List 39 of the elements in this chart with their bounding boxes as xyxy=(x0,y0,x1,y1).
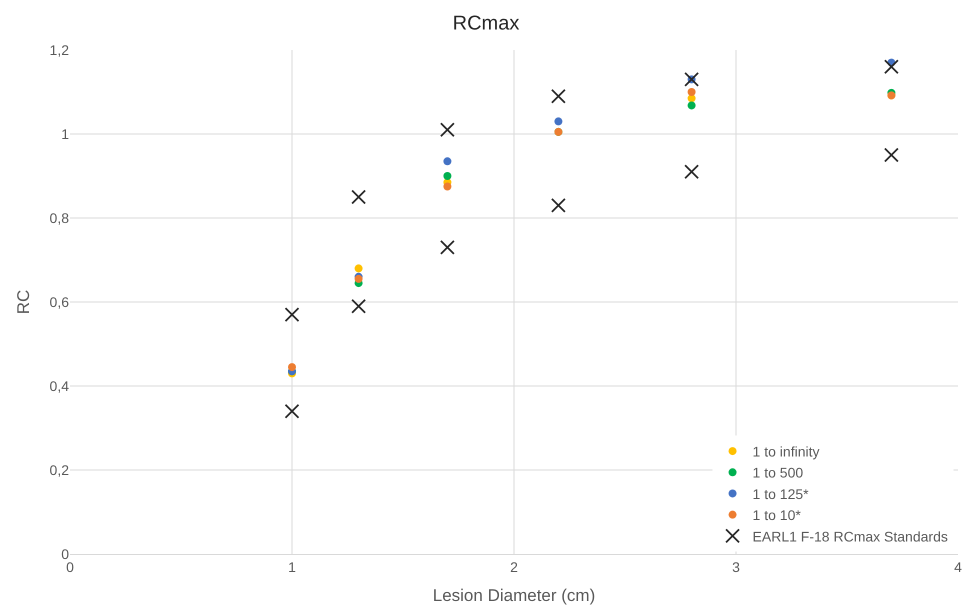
y-tick-label: 1,2 xyxy=(50,42,70,58)
point xyxy=(440,240,455,255)
point xyxy=(551,198,566,213)
x-tick-label: 1 xyxy=(288,558,296,575)
x-axis-title: Lesion Diameter (cm) xyxy=(432,586,596,606)
point xyxy=(684,164,699,180)
point xyxy=(443,182,452,190)
y-tick-label: 0,2 xyxy=(50,462,70,478)
point xyxy=(440,122,455,138)
legend-label: EARL1 F-18 RCmax Standards xyxy=(752,528,948,544)
y-tick-label: 1 xyxy=(61,126,70,142)
legend-label: 1 to 125* xyxy=(752,486,810,502)
point xyxy=(551,88,566,104)
y-tick-label: 0,8 xyxy=(50,210,70,226)
y-tick-label: 0 xyxy=(61,546,70,562)
y-tick-label: 0,4 xyxy=(50,378,70,394)
x-tick-label: 4 xyxy=(954,558,962,575)
legend-label: 1 to 500 xyxy=(752,464,804,481)
point xyxy=(884,59,899,74)
legend-label: 1 to 10* xyxy=(752,507,802,524)
chart-title: RCmax xyxy=(452,12,520,34)
x-tick-label: 3 xyxy=(732,558,740,575)
point xyxy=(284,404,300,419)
point xyxy=(443,172,452,180)
point xyxy=(554,117,562,126)
point xyxy=(684,72,699,87)
point xyxy=(884,148,899,162)
point xyxy=(688,101,696,110)
point xyxy=(443,157,452,166)
point xyxy=(688,88,696,96)
point xyxy=(351,298,366,314)
y-axis-title: RC xyxy=(14,290,34,314)
x-tick-label: 2 xyxy=(510,558,518,575)
point xyxy=(284,307,300,322)
y-tick-label: 0,6 xyxy=(50,294,70,310)
point xyxy=(354,264,363,272)
legend-label: 1 to infinity xyxy=(752,444,820,460)
point xyxy=(288,363,296,372)
point xyxy=(351,190,366,204)
